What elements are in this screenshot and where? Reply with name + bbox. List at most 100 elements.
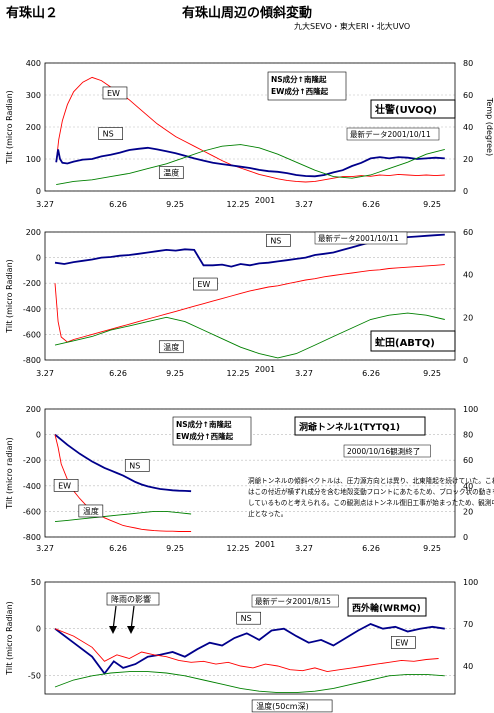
y-tick-label: 100	[26, 155, 41, 164]
page-title: 有珠山周辺の傾斜変動	[182, 6, 313, 21]
series-label-box	[158, 166, 184, 179]
station-name: 西外輪(WRMQ)	[352, 602, 421, 614]
y2-tick-label: 20	[463, 313, 473, 322]
series-line-1	[54, 623, 445, 675]
y-axis-label: Tilt (micro radian)	[5, 437, 14, 509]
annotation-box	[106, 592, 160, 606]
annotation-arrowhead	[127, 626, 135, 634]
x-tick-label: 3.27	[36, 369, 54, 378]
legend-text: NS成分↑南隆起	[271, 74, 327, 84]
y-tick-label: 200	[26, 228, 41, 237]
x-tick-label: 6.26	[362, 200, 380, 209]
x-tick-label: 3.27	[36, 200, 54, 209]
y-tick-label: 0	[36, 625, 41, 634]
station-name: 壮警(UVOQ)	[375, 103, 437, 116]
x-tick-label: 9.25	[166, 544, 184, 553]
series-label-box	[78, 504, 104, 518]
x-tick-label: 9.25	[423, 200, 441, 209]
series-label-box	[193, 277, 218, 291]
annotation-text: 降雨の影響	[111, 594, 151, 604]
y-tick-label: -200	[23, 279, 41, 288]
series-line-2	[54, 264, 445, 343]
series-label: 温度	[83, 506, 99, 516]
page-left-title: 有珠山２	[6, 6, 59, 21]
series-line-3	[56, 144, 445, 186]
y-tick-label: -400	[23, 482, 41, 491]
plot-frame	[44, 62, 456, 192]
station-box	[294, 416, 426, 436]
y-tick-label: 400	[26, 59, 41, 68]
series-label: 温度	[163, 168, 179, 178]
x-tick-label: 3.27	[295, 544, 313, 553]
series-label: EW	[107, 89, 120, 98]
chart-1: 0 100 200 300 400 0 20 40 60 80 Tilt (micro Radian…	[5, 59, 494, 209]
y2-tick-label: 100	[463, 405, 478, 414]
credits: 九大SEVO・東大ERI・北大UVO	[294, 22, 411, 31]
series-line-2	[54, 628, 439, 673]
y2-tick-label: 70	[463, 620, 473, 629]
station-box	[370, 99, 456, 119]
series-label: NS	[129, 462, 140, 471]
y2-tick-label: 0	[463, 533, 468, 542]
station-name: 虻田(ABTQ)	[375, 336, 435, 349]
y2-tick-label: 20	[463, 155, 473, 164]
description-line: しているものと考えられる。この観測点はトンネル復旧工事が始まったため、観測中	[248, 498, 494, 507]
series-label: EW	[197, 280, 210, 289]
station-box	[347, 597, 427, 617]
series-label-box	[236, 611, 261, 625]
y2-tick-label: 60	[463, 456, 473, 465]
y-tick-label: -200	[23, 456, 41, 465]
series-line-3	[54, 510, 192, 523]
y2-tick-label: 80	[463, 59, 473, 68]
x-tick-label: 3.27	[295, 200, 313, 209]
y-axis-label: Tilt (micro Radian)	[5, 90, 14, 165]
y-tick-label: -800	[23, 533, 41, 542]
y-tick-label: -800	[23, 356, 41, 365]
series-label-box	[98, 127, 123, 140]
year-label: 2001	[255, 365, 275, 374]
plot-frame	[44, 581, 456, 695]
y-tick-label: 0	[36, 431, 41, 440]
series-label: NS	[103, 130, 114, 139]
x-tick-label: 6.26	[362, 369, 380, 378]
data-note: 最新データ2001/10/11	[350, 129, 431, 139]
x-tick-label: 3.27	[36, 544, 54, 553]
x-tick-label: 9.25	[423, 369, 441, 378]
y2-tick-label: 0	[463, 187, 468, 196]
data-note: 2000/10/16観測終了	[347, 446, 420, 456]
x-tick-label: 12.25	[227, 200, 250, 209]
series-label: 温度	[163, 342, 179, 352]
legend-text: EW成分↑西隆起	[271, 86, 329, 96]
y-tick-label: -50	[28, 671, 41, 680]
note-box	[346, 127, 440, 141]
description-line: はこの付近が横ずれ成分を含む地殻変動フロントにあたるため、ブロック状の動きを	[248, 487, 494, 496]
series-label-box	[158, 340, 184, 354]
series-label-box	[124, 459, 150, 472]
y2-tick-label: 40	[463, 271, 473, 280]
series-line-3	[54, 671, 445, 694]
plot-frame	[44, 231, 456, 361]
y2-tick-label: 80	[463, 431, 473, 440]
y-tick-label: -600	[23, 507, 41, 516]
plot-frame	[44, 408, 456, 538]
legend-box	[267, 71, 347, 101]
series-label-box	[53, 479, 79, 492]
y2-tick-label: 0	[463, 356, 468, 365]
chart-2: -800 -600 -400 -200 0 200 0 20 40 60 Tilt (micro R…	[5, 228, 473, 378]
series-line-3	[54, 312, 445, 359]
y2-tick-label: 40	[463, 662, 473, 671]
note-box	[343, 444, 431, 458]
description-line: 止となった。	[248, 509, 287, 518]
x-tick-label: 3.27	[295, 369, 313, 378]
data-note: 最新データ2001/10/11	[318, 233, 399, 243]
station-name: 洞爺トンネル1(TYTQ1)	[299, 421, 400, 433]
x-tick-label: 9.25	[166, 200, 184, 209]
x-tick-label: 9.25	[166, 369, 184, 378]
note-box	[314, 231, 408, 245]
annotation-arrowhead	[109, 626, 117, 634]
series-label-box	[391, 636, 416, 649]
series-line-1	[55, 76, 445, 183]
series-line-1	[54, 433, 192, 493]
chart-4: -50 0 50 40 70 100 Tilt (micro Radian) NS EW 温度(5…	[5, 578, 478, 713]
